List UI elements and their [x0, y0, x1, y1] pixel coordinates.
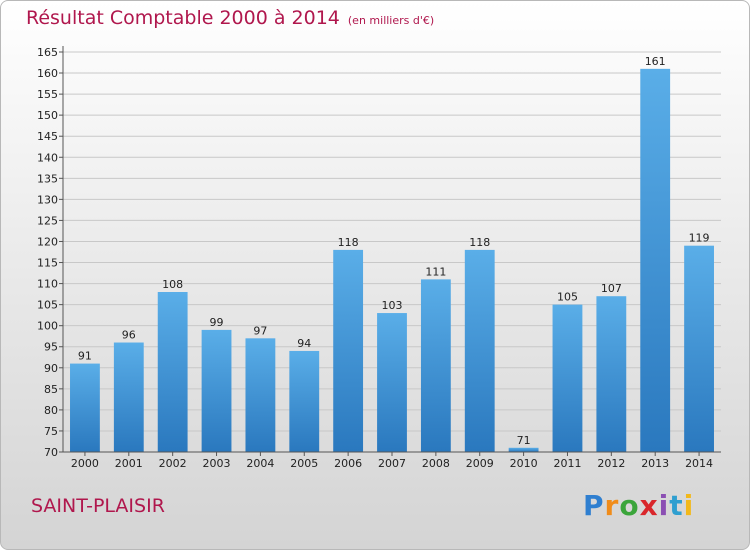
- bar-2003: [201, 329, 232, 452]
- value-label: 96: [122, 329, 136, 342]
- y-tick-label: 70: [44, 446, 58, 459]
- y-tick-label: 140: [37, 151, 58, 164]
- place-name: SAINT-PLAISIR: [31, 495, 165, 517]
- x-tick-label: 2001: [115, 457, 143, 470]
- y-tick-label: 145: [37, 130, 58, 143]
- logo-letter: r: [604, 489, 620, 522]
- bar-2011: [552, 304, 583, 452]
- bar-2009: [464, 249, 495, 452]
- x-tick-label: 2010: [510, 457, 538, 470]
- y-tick-label: 155: [37, 88, 58, 101]
- title-row: Résultat Comptable 2000 à 2014 (en millie…: [26, 7, 434, 29]
- x-tick-label: 2007: [378, 457, 406, 470]
- x-tick-label: 2002: [159, 457, 187, 470]
- value-label: 97: [253, 324, 267, 337]
- x-tick-label: 2009: [466, 457, 494, 470]
- y-tick-label: 110: [37, 278, 58, 291]
- x-tick-label: 2005: [290, 457, 318, 470]
- bar-2012: [596, 296, 627, 452]
- proxiti-logo: Proxiti: [583, 489, 694, 522]
- logo-letter: i: [683, 489, 695, 522]
- logo-letter: t: [669, 489, 684, 522]
- logo-letter: o: [619, 489, 640, 522]
- y-tick-label: 125: [37, 214, 58, 227]
- y-tick-label: 90: [44, 362, 58, 375]
- x-tick-label: 2004: [246, 457, 274, 470]
- bar-2010: [508, 447, 539, 452]
- bar-2001: [113, 342, 144, 452]
- y-tick-label: 95: [44, 341, 58, 354]
- x-tick-label: 2014: [685, 457, 713, 470]
- value-label: 71: [517, 434, 531, 447]
- y-tick-label: 165: [37, 46, 58, 59]
- y-tick-label: 130: [37, 193, 58, 206]
- value-label: 118: [338, 236, 359, 249]
- x-tick-label: 2006: [334, 457, 362, 470]
- bar-2007: [377, 313, 407, 452]
- bar-2002: [157, 292, 188, 452]
- y-tick-label: 150: [37, 109, 58, 122]
- logo-letter: x: [639, 489, 659, 522]
- x-tick-label: 2008: [422, 457, 450, 470]
- axes: 70 75 80 85 90 95 100 105 110 115 120 125 130 135 140 1…: [37, 46, 721, 470]
- x-tick-label: 2003: [203, 457, 231, 470]
- value-label: 119: [689, 232, 710, 245]
- value-label: 107: [601, 282, 622, 295]
- value-label: 105: [557, 291, 578, 304]
- value-label: 118: [469, 236, 490, 249]
- y-tick-label: 115: [37, 257, 58, 270]
- y-tick-label: 75: [44, 425, 58, 438]
- value-label: 94: [297, 337, 311, 350]
- x-tick-label: 2013: [641, 457, 669, 470]
- chart-subtitle: (en milliers d'€): [347, 14, 435, 27]
- value-label: 111: [425, 265, 446, 278]
- bar-2008: [420, 279, 451, 452]
- y-tick-label: 80: [44, 404, 58, 417]
- bar-2005: [289, 350, 320, 452]
- bar-2006: [333, 249, 364, 452]
- x-tick-label: 2011: [553, 457, 581, 470]
- bar-2013: [640, 68, 671, 452]
- y-tick-label: 160: [37, 67, 58, 80]
- bar-2004: [245, 338, 276, 452]
- y-tick-label: 105: [37, 299, 58, 312]
- value-label: 99: [210, 316, 224, 329]
- logo-letter: P: [583, 489, 605, 522]
- value-label: 161: [645, 55, 666, 68]
- bar-2000: [70, 363, 100, 452]
- value-label: 91: [78, 350, 92, 363]
- x-tick-label: 2012: [597, 457, 625, 470]
- bars: 91 96 108 99 97 94 118 103 111 118 71 105 107 161 119: [70, 55, 714, 452]
- y-tick-label: 120: [37, 235, 58, 248]
- y-tick-label: 85: [44, 383, 58, 396]
- chart-title: Résultat Comptable 2000 à 2014: [26, 7, 340, 29]
- y-tick-label: 100: [37, 320, 58, 333]
- logo-letter: i: [658, 489, 670, 522]
- y-tick-label: 135: [37, 172, 58, 185]
- value-label: 108: [162, 278, 183, 291]
- value-label: 103: [382, 299, 403, 312]
- bar-2014: [684, 245, 714, 452]
- x-tick-label: 2000: [71, 457, 99, 470]
